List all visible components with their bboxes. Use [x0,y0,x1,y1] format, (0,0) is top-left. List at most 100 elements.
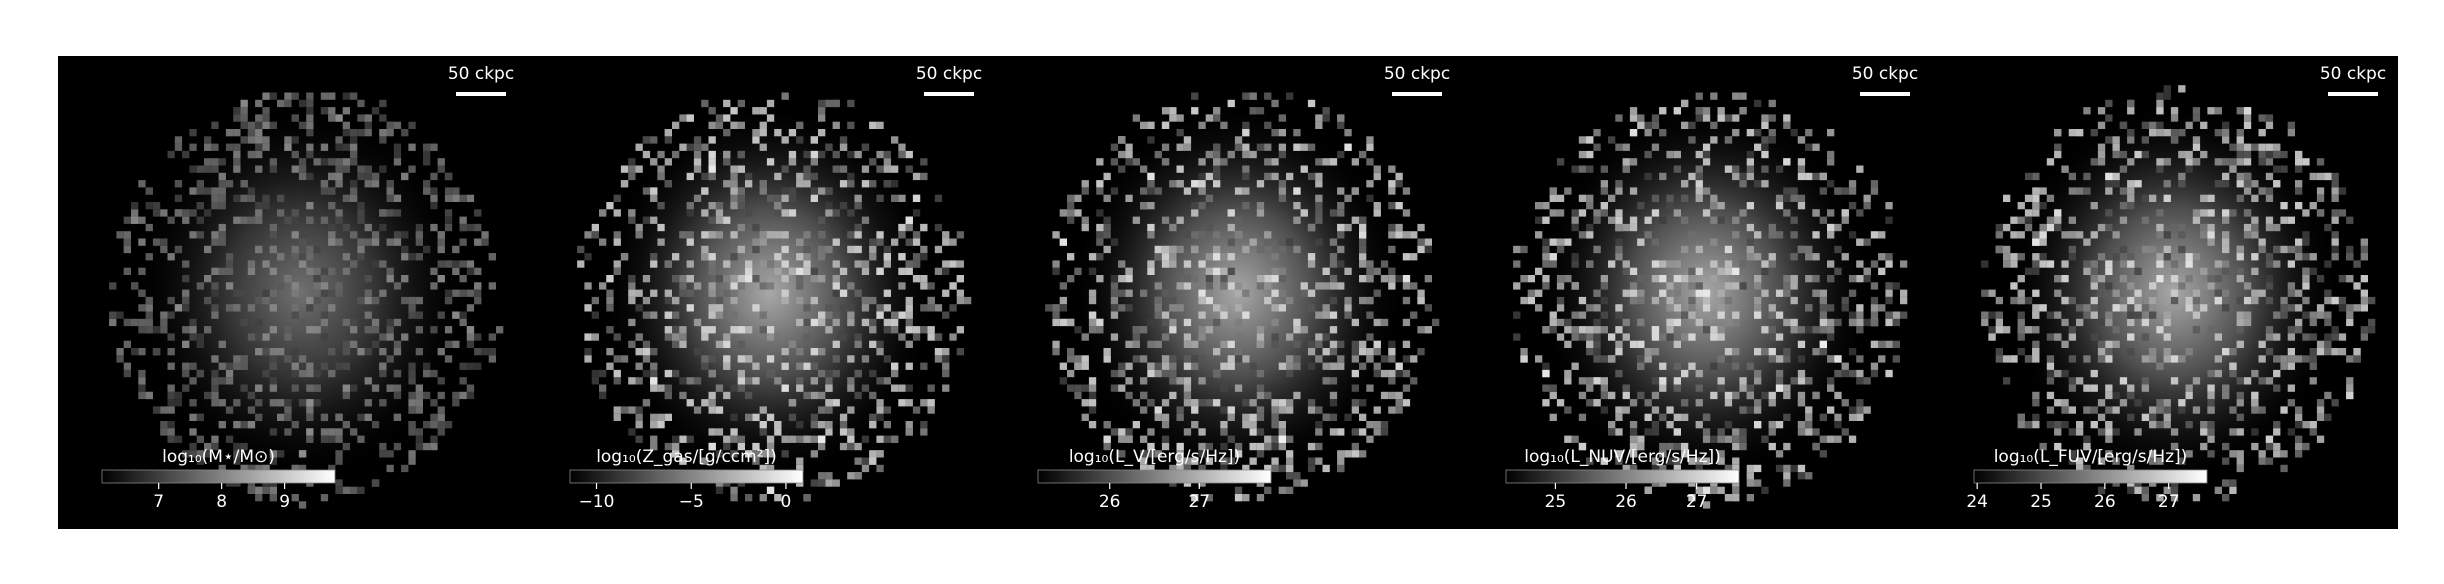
texture [1264,231,1272,239]
texture [342,348,350,356]
texture [211,194,219,202]
texture [437,391,445,400]
texture [1176,267,1184,275]
texture [1205,377,1213,385]
texture [854,194,862,202]
texture [1191,406,1199,414]
texture [2360,238,2368,246]
texture [2280,165,2288,173]
texture [298,369,307,378]
texture [2273,355,2281,363]
texture [1651,428,1660,436]
texture [1205,318,1213,327]
texture [364,377,372,385]
texture [291,136,299,144]
texture [730,494,738,502]
texture [1586,231,1594,239]
texture [2141,413,2149,421]
texture [1344,296,1352,305]
texture [745,377,753,385]
texture [291,165,299,173]
texture [854,442,862,451]
texture [1402,187,1411,195]
texture [1995,318,2003,327]
texture [1775,377,1784,385]
texture [1615,311,1623,319]
texture [730,282,738,290]
texture [145,187,153,195]
texture [2119,275,2128,283]
texture [430,282,438,290]
texture [2178,399,2186,407]
texture [818,472,826,480]
texture [2061,296,2069,305]
texture [2003,377,2011,385]
texture [1169,362,1177,370]
texture [1571,435,1579,443]
texture [905,216,913,224]
texture [803,494,811,502]
texture [2017,289,2025,297]
texture [803,165,811,173]
texture [196,369,204,378]
texture [1768,326,1776,334]
texture [2054,421,2062,429]
texture [650,369,658,378]
texture [386,267,394,275]
texture [2207,194,2215,202]
texture [459,238,467,246]
texture [1768,114,1776,122]
texture [832,311,840,319]
texture [1724,391,1733,400]
texture [1307,442,1316,451]
texture [1629,296,1638,305]
texture [1110,333,1119,341]
texture [1169,464,1177,473]
texture [2024,421,2033,429]
texture [920,428,928,436]
texture [459,289,467,297]
texture [1892,282,1900,290]
texture [350,231,358,239]
texture [182,326,190,334]
texture [2368,318,2376,327]
texture [2097,399,2106,407]
texture [1161,355,1170,363]
texture [2076,318,2084,327]
texture [1783,194,1791,202]
texture [320,435,329,443]
texture [1234,486,1243,494]
texture [1513,260,1521,268]
texture [2331,296,2339,305]
texture [737,384,745,392]
texture [818,114,826,122]
texture [430,369,438,378]
texture [393,348,402,356]
texture [635,231,643,239]
texture [803,362,811,370]
texture [1198,442,1206,451]
texture [1717,355,1725,363]
texture [2287,129,2295,137]
texture [1191,340,1199,348]
texture [138,377,146,385]
texture [1651,377,1660,385]
texture [1402,384,1411,392]
texture [2273,223,2281,232]
texture [1191,282,1199,290]
texture [269,457,277,465]
texture [2170,114,2179,122]
texture [708,406,716,414]
texture [1388,282,1396,290]
texture [2338,333,2347,341]
texture [1220,158,1228,166]
texture [1586,340,1594,348]
texture [708,231,716,239]
texture [1827,326,1835,334]
texture [832,238,840,246]
texture [1754,231,1762,239]
texture [189,362,197,370]
texture [2273,311,2281,319]
texture [1732,114,1740,122]
